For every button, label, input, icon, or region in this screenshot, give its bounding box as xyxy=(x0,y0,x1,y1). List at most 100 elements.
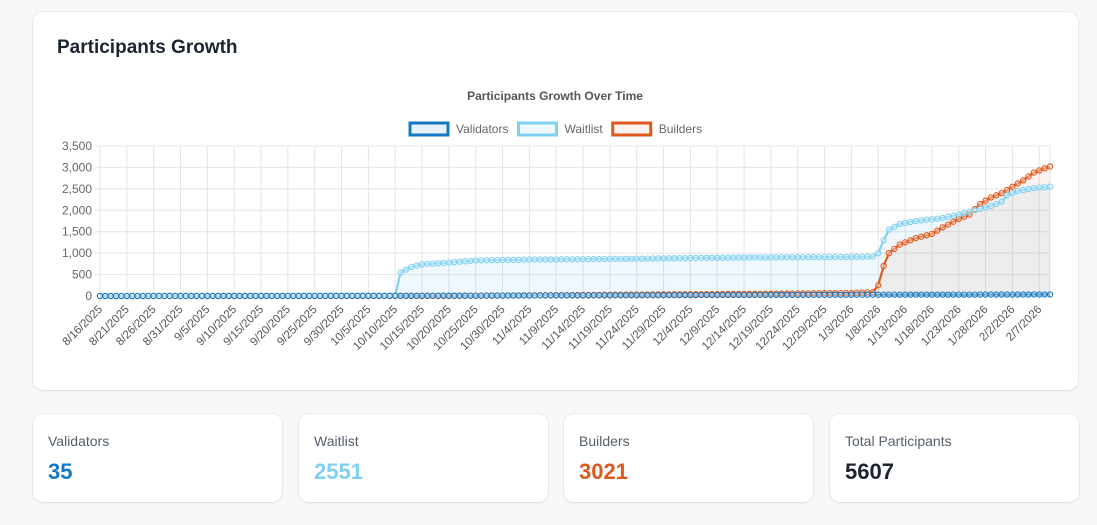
data-point xyxy=(671,291,678,299)
data-point xyxy=(993,200,1000,208)
data-point xyxy=(622,292,630,299)
data-point xyxy=(697,254,705,262)
data-point xyxy=(885,249,893,257)
y-tick-label: 1,500 xyxy=(62,225,92,239)
data-point xyxy=(477,257,485,264)
data-point xyxy=(821,291,828,298)
data-point xyxy=(977,291,984,298)
data-point xyxy=(483,257,490,264)
data-point xyxy=(655,255,662,262)
data-point xyxy=(687,291,694,299)
data-point xyxy=(612,292,619,299)
data-point xyxy=(783,291,791,299)
data-point xyxy=(520,292,528,299)
data-point xyxy=(901,291,909,298)
data-point xyxy=(837,291,844,298)
data-point xyxy=(848,253,855,261)
data-point xyxy=(520,256,528,263)
data-point xyxy=(451,292,458,299)
data-point xyxy=(247,292,254,300)
data-point xyxy=(660,292,667,299)
data-point xyxy=(794,254,801,261)
data-point xyxy=(1020,177,1027,184)
data-point xyxy=(547,292,554,299)
legend-item-validators[interactable]: Validators xyxy=(408,121,508,137)
data-point xyxy=(488,292,495,299)
data-point xyxy=(864,291,871,298)
data-point xyxy=(1025,185,1032,193)
data-point xyxy=(778,291,785,299)
data-point xyxy=(145,292,152,300)
data-point xyxy=(515,292,522,299)
data-point xyxy=(939,291,946,298)
data-point xyxy=(182,292,190,300)
data-point xyxy=(558,256,565,263)
data-point xyxy=(569,256,576,263)
data-point xyxy=(510,292,517,299)
data-point xyxy=(188,292,195,300)
data-point xyxy=(767,291,775,299)
data-point xyxy=(676,255,683,262)
legend-label: Waitlist xyxy=(564,122,603,136)
data-point xyxy=(714,254,721,261)
data-point xyxy=(231,292,238,300)
series-points xyxy=(96,163,1054,300)
data-point xyxy=(912,234,919,242)
data-point xyxy=(966,208,973,215)
data-point xyxy=(918,233,925,240)
data-point xyxy=(402,292,410,299)
data-point xyxy=(311,292,318,299)
data-point xyxy=(134,292,141,300)
data-point xyxy=(193,292,200,300)
data-point xyxy=(730,254,737,261)
data-point xyxy=(386,292,393,299)
data-point xyxy=(832,291,839,298)
data-point xyxy=(504,256,512,264)
data-point xyxy=(638,292,646,299)
data-point xyxy=(408,263,415,271)
data-point xyxy=(955,291,962,298)
data-point xyxy=(606,292,614,299)
data-point xyxy=(467,292,474,299)
data-point xyxy=(842,253,850,261)
data-point xyxy=(826,253,834,261)
data-point xyxy=(434,292,442,299)
legend-label: Validators xyxy=(456,122,508,136)
stat-value-total: 5607 xyxy=(845,459,894,484)
data-point xyxy=(510,256,517,263)
data-point xyxy=(853,253,860,261)
data-point xyxy=(912,217,919,225)
data-point xyxy=(171,292,179,300)
data-point xyxy=(950,291,957,298)
data-point xyxy=(762,254,769,261)
data-point xyxy=(1036,291,1043,298)
data-point xyxy=(923,216,930,223)
data-point xyxy=(767,254,775,261)
stat-value-builders: 3021 xyxy=(579,459,628,484)
data-point xyxy=(826,291,834,298)
data-point xyxy=(837,253,844,261)
data-point xyxy=(719,291,726,299)
y-tick-label: 1,000 xyxy=(62,246,92,260)
series-points-waitlist xyxy=(96,183,1054,300)
stat-value-waitlist: 2551 xyxy=(314,459,363,484)
data-point xyxy=(204,292,211,300)
data-point xyxy=(751,291,758,299)
data-point xyxy=(628,255,635,262)
data-point xyxy=(515,256,522,263)
legend-item-builders[interactable]: Builders xyxy=(611,121,702,137)
data-point xyxy=(451,258,458,266)
data-point xyxy=(542,256,549,263)
data-point xyxy=(773,291,780,299)
data-point xyxy=(558,292,565,299)
legend-item-waitlist[interactable]: Waitlist xyxy=(516,121,603,137)
data-point xyxy=(660,255,667,262)
data-point xyxy=(413,262,420,269)
data-point xyxy=(1014,180,1021,187)
data-point xyxy=(993,291,1000,298)
data-point xyxy=(993,192,1000,199)
data-point xyxy=(343,292,351,299)
data-point xyxy=(681,291,689,299)
data-point xyxy=(998,189,1005,197)
data-point xyxy=(944,213,952,221)
